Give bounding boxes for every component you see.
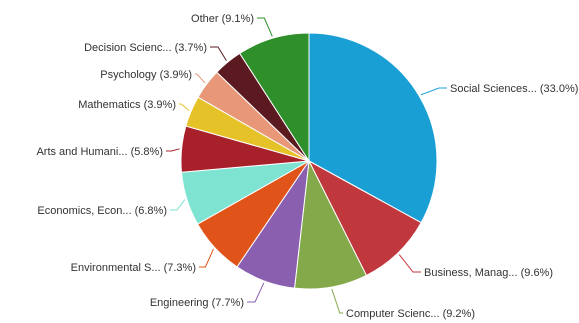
slice-label-environmental-s: Environmental S... (7.3%) — [71, 262, 196, 274]
slice-label-engineering: Engineering (7.7%) — [150, 297, 244, 309]
slice-label-economics-econ: Economics, Econ... (6.8%) — [37, 205, 167, 217]
leader-line-computer-scienc — [331, 288, 343, 314]
pie-slice-other — [239, 32, 310, 163]
leader-line-environmental-s — [199, 248, 214, 268]
leader-line-business-manag — [398, 254, 421, 273]
slice-label-decision-scienc: Decision Scienc... (3.7%) — [84, 42, 207, 54]
leader-line-other — [257, 17, 273, 37]
leader-line-decision-scienc — [210, 46, 227, 61]
slice-label-computer-scienc: Computer Scienc... (9.2%) — [346, 308, 475, 320]
pie-slice-social-sciences — [308, 32, 438, 224]
leader-line-mathematics — [179, 103, 190, 111]
leader-line-arts-and-humani — [166, 148, 180, 152]
slice-label-business-manag: Business, Manag... (9.6%) — [424, 267, 553, 279]
leader-line-economics-econ — [170, 199, 186, 211]
slice-label-psychology: Psychology (3.9%) — [100, 69, 192, 81]
slice-label-mathematics: Mathematics (3.9%) — [78, 99, 176, 111]
leader-line-psychology — [195, 73, 206, 84]
slice-label-social-sciences: Social Sciences... (33.0%) — [450, 83, 578, 95]
slice-label-arts-and-humani: Arts and Humani... (5.8%) — [36, 146, 163, 158]
pie-slice-business-manag — [307, 159, 422, 277]
leader-line-engineering — [247, 282, 265, 303]
leader-line-social-sciences — [420, 87, 447, 96]
leader-lines — [166, 17, 447, 314]
slice-label-other: Other (9.1%) — [191, 13, 254, 25]
pie-slices — [180, 32, 438, 290]
slice-labels: Social Sciences... (33.0%) Business, Mana… — [36, 13, 578, 320]
